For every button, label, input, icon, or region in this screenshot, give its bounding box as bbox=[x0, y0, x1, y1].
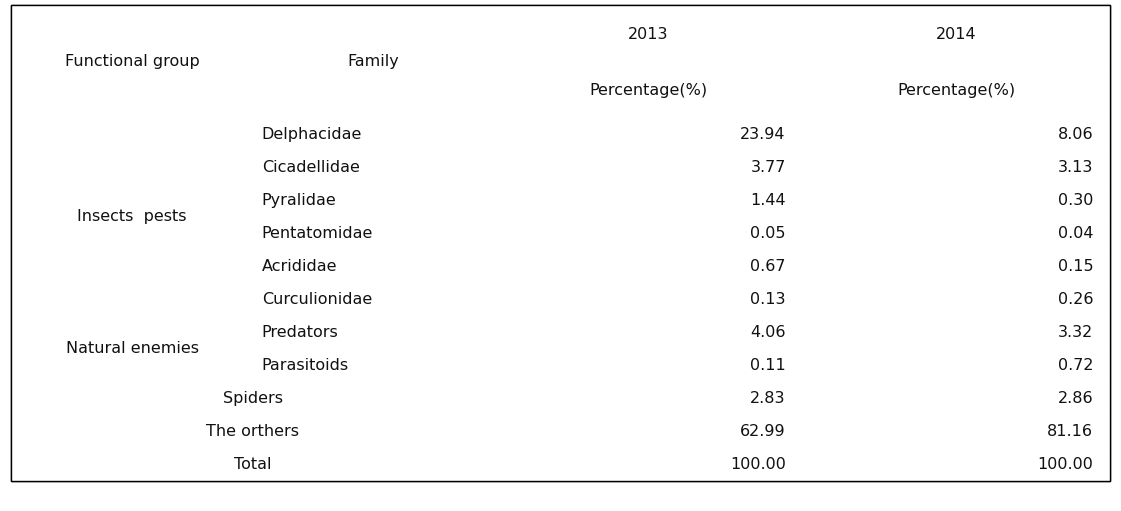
Text: 3.77: 3.77 bbox=[750, 160, 786, 175]
Bar bbox=[803, 316, 1110, 349]
Bar bbox=[11, 118, 253, 316]
Text: Pentatomidae: Pentatomidae bbox=[261, 226, 373, 241]
Text: Cicadellidae: Cicadellidae bbox=[261, 160, 360, 175]
Bar bbox=[803, 151, 1110, 184]
Text: Insects  pests: Insects pests bbox=[77, 210, 187, 224]
Bar bbox=[494, 217, 803, 250]
Text: 1.44: 1.44 bbox=[750, 193, 786, 208]
Bar bbox=[494, 283, 803, 316]
Text: Family: Family bbox=[348, 54, 399, 69]
Text: 0.04: 0.04 bbox=[1058, 226, 1093, 241]
Bar bbox=[11, 415, 494, 448]
Text: Spiders: Spiders bbox=[223, 391, 282, 406]
Bar bbox=[494, 316, 803, 349]
Text: 0.11: 0.11 bbox=[750, 358, 786, 373]
Bar bbox=[253, 316, 494, 349]
Text: 0.72: 0.72 bbox=[1058, 358, 1093, 373]
Text: Percentage(%): Percentage(%) bbox=[897, 83, 1015, 98]
Bar bbox=[494, 184, 803, 217]
Text: 0.15: 0.15 bbox=[1058, 259, 1093, 274]
Text: Curculionidae: Curculionidae bbox=[261, 292, 372, 307]
Text: 62.99: 62.99 bbox=[740, 424, 786, 439]
Bar bbox=[494, 349, 803, 382]
Bar bbox=[803, 349, 1110, 382]
Text: Total: Total bbox=[234, 457, 271, 472]
Bar bbox=[11, 382, 494, 415]
Bar bbox=[494, 118, 803, 151]
Bar bbox=[253, 184, 494, 217]
Text: Delphacidae: Delphacidae bbox=[261, 127, 362, 142]
Text: 0.30: 0.30 bbox=[1058, 193, 1093, 208]
Bar bbox=[803, 382, 1110, 415]
Bar bbox=[253, 217, 494, 250]
Text: 8.06: 8.06 bbox=[1058, 127, 1093, 142]
Bar bbox=[494, 64, 803, 118]
Bar bbox=[494, 151, 803, 184]
Bar bbox=[803, 64, 1110, 118]
Text: Natural enemies: Natural enemies bbox=[65, 341, 198, 356]
Text: Pyralidae: Pyralidae bbox=[261, 193, 336, 208]
Text: 100.00: 100.00 bbox=[1037, 457, 1093, 472]
Bar bbox=[253, 283, 494, 316]
Text: The orthers: The orthers bbox=[206, 424, 299, 439]
Text: 100.00: 100.00 bbox=[730, 457, 786, 472]
Text: 2.83: 2.83 bbox=[750, 391, 786, 406]
Text: Predators: Predators bbox=[261, 325, 339, 340]
Bar bbox=[803, 5, 1110, 64]
Bar bbox=[494, 5, 803, 64]
Bar bbox=[803, 217, 1110, 250]
Bar bbox=[11, 316, 253, 382]
Text: Functional group: Functional group bbox=[65, 54, 200, 69]
Text: 3.32: 3.32 bbox=[1058, 325, 1093, 340]
Bar bbox=[11, 5, 253, 118]
Bar bbox=[803, 415, 1110, 448]
Bar bbox=[494, 250, 803, 283]
Bar bbox=[803, 118, 1110, 151]
Bar bbox=[803, 448, 1110, 481]
Bar bbox=[253, 118, 494, 151]
Text: 0.05: 0.05 bbox=[750, 226, 786, 241]
Bar bbox=[494, 415, 803, 448]
Text: Percentage(%): Percentage(%) bbox=[590, 83, 707, 98]
Bar bbox=[253, 349, 494, 382]
Bar bbox=[803, 250, 1110, 283]
Text: 3.13: 3.13 bbox=[1058, 160, 1093, 175]
Text: 81.16: 81.16 bbox=[1047, 424, 1093, 439]
Text: 0.67: 0.67 bbox=[750, 259, 786, 274]
Bar bbox=[253, 151, 494, 184]
Bar bbox=[253, 5, 494, 118]
Bar bbox=[11, 448, 494, 481]
Text: Parasitoids: Parasitoids bbox=[261, 358, 349, 373]
Text: 4.06: 4.06 bbox=[750, 325, 786, 340]
Text: 2.86: 2.86 bbox=[1058, 391, 1093, 406]
Text: 23.94: 23.94 bbox=[740, 127, 786, 142]
Bar bbox=[803, 283, 1110, 316]
Bar bbox=[803, 184, 1110, 217]
Text: 2014: 2014 bbox=[936, 27, 976, 42]
Text: 0.13: 0.13 bbox=[750, 292, 786, 307]
Bar bbox=[494, 448, 803, 481]
Bar bbox=[253, 250, 494, 283]
Text: Acrididae: Acrididae bbox=[261, 259, 337, 274]
Bar bbox=[494, 382, 803, 415]
Text: 2013: 2013 bbox=[628, 27, 668, 42]
Text: 0.26: 0.26 bbox=[1058, 292, 1093, 307]
